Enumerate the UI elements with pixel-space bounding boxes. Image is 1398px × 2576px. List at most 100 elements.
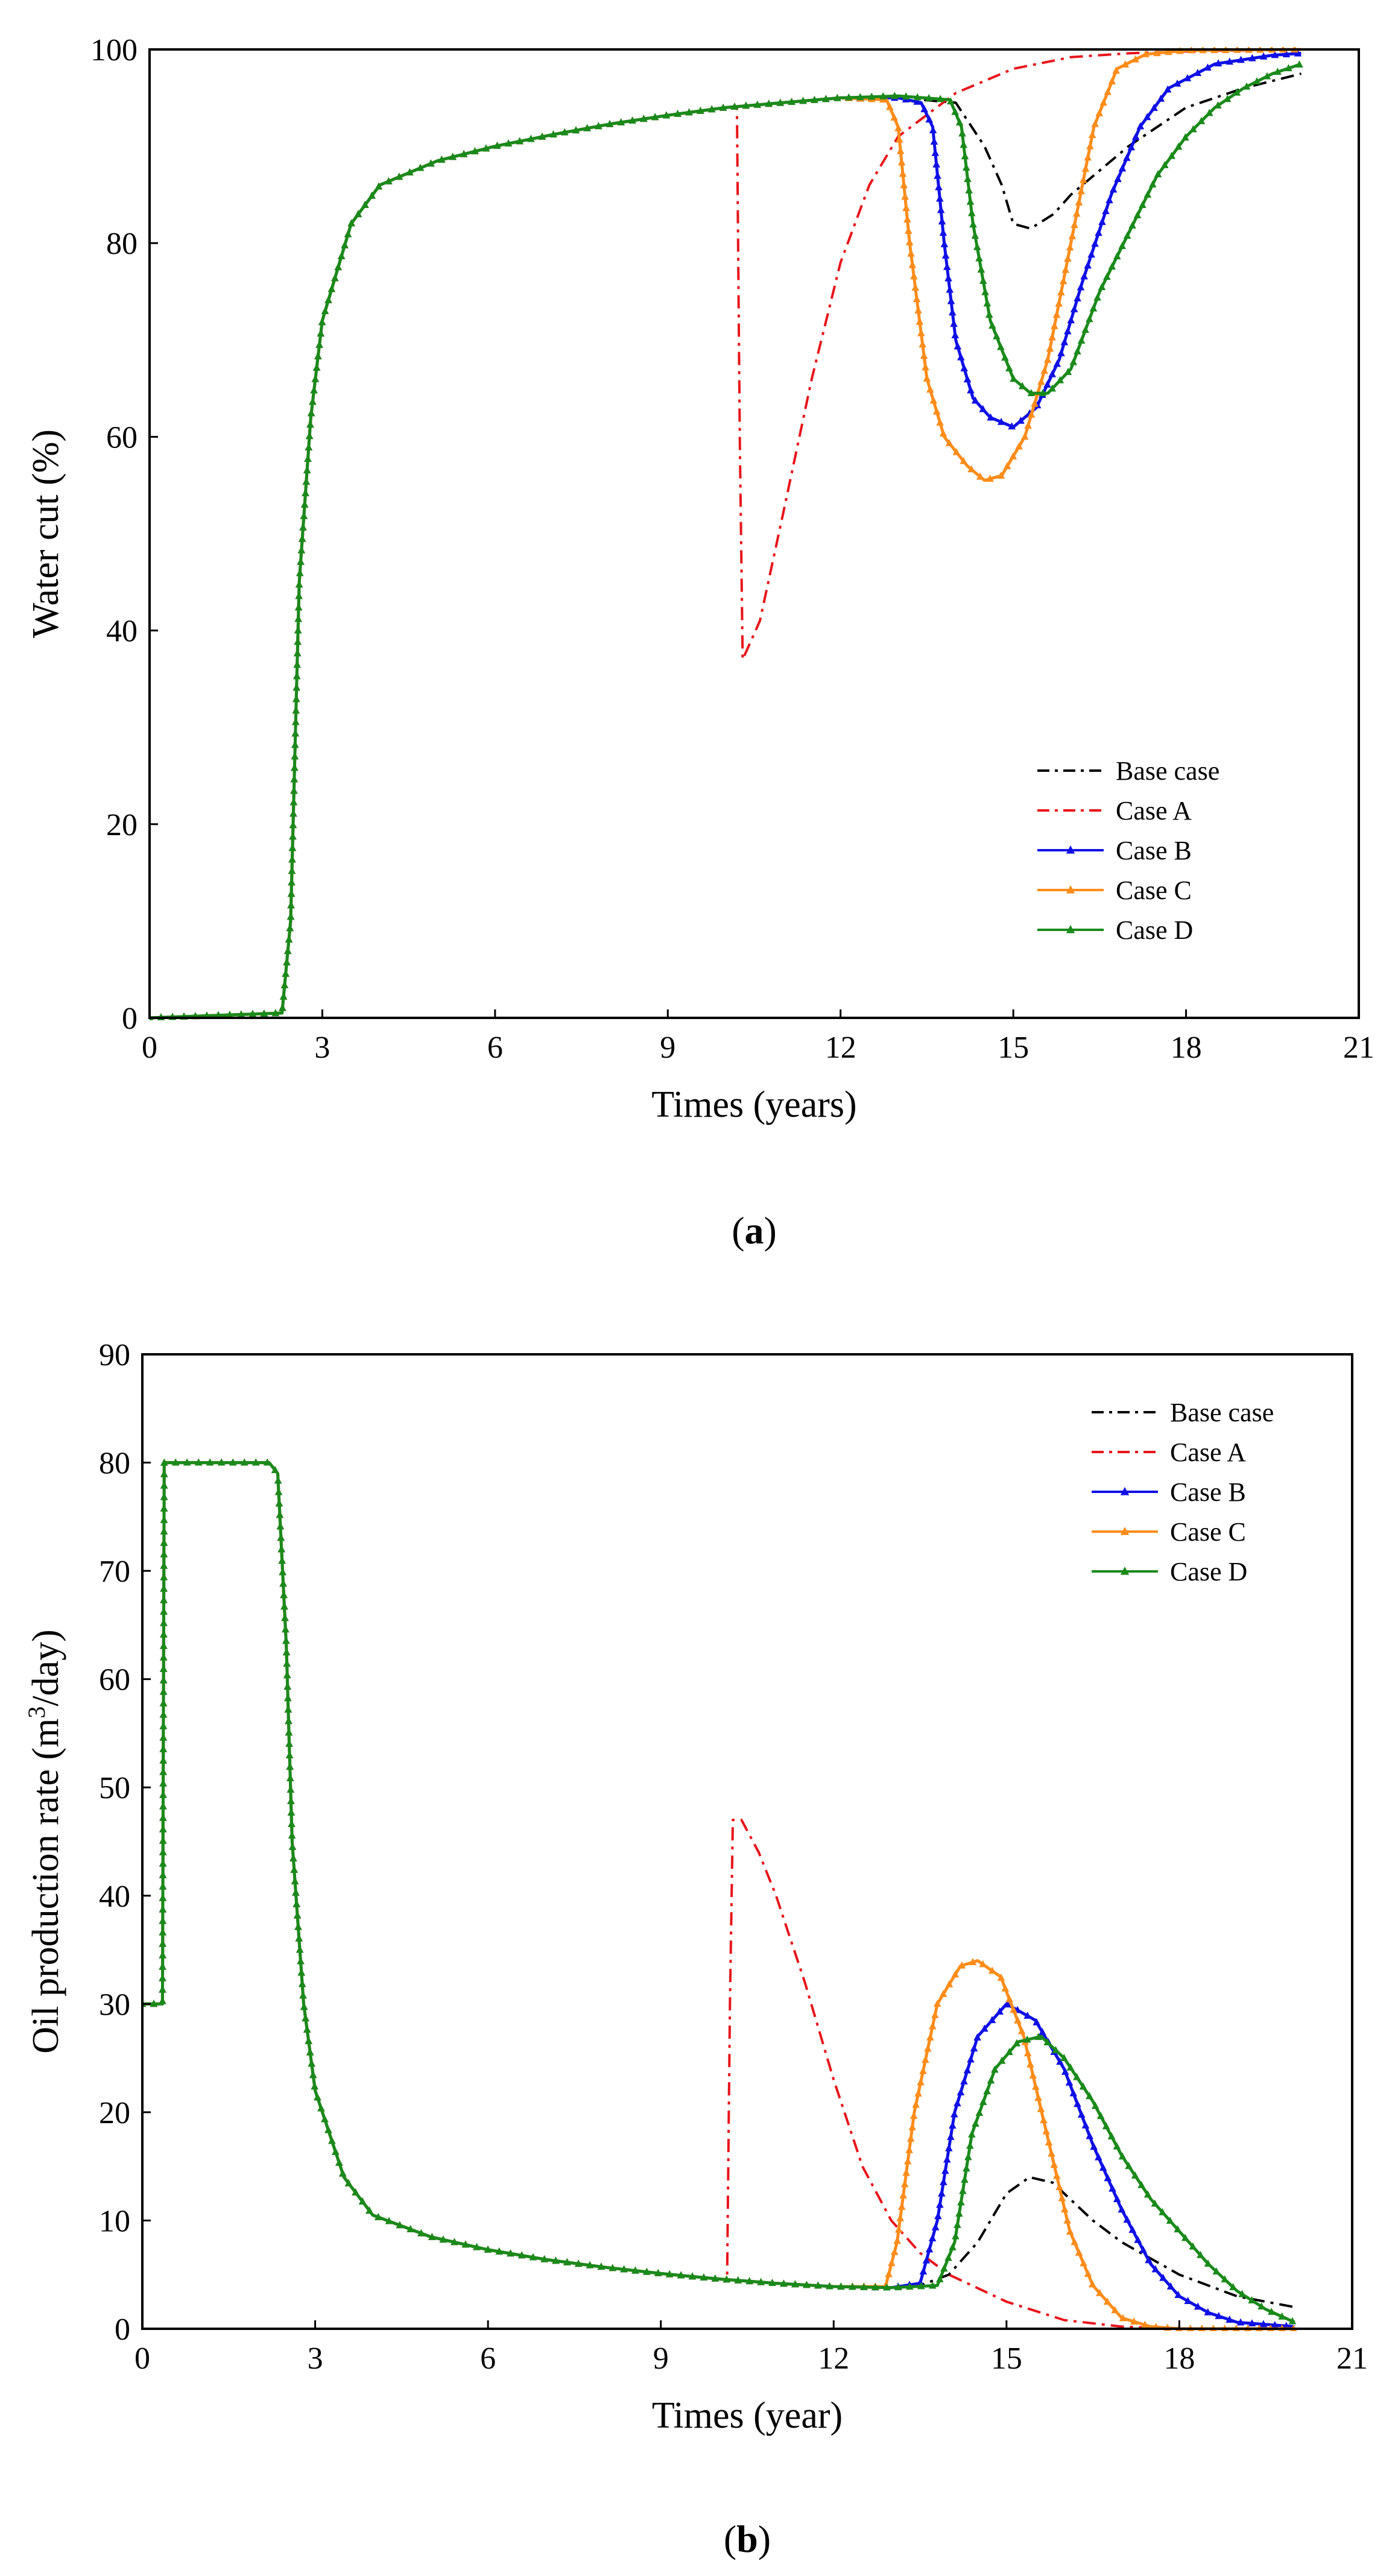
data-point-marker-b-2 xyxy=(1151,2265,1160,2273)
data-point-marker-b-4 xyxy=(160,1561,168,1569)
data-point-marker-b-3 xyxy=(997,1974,1005,1981)
data-point-marker-a-3 xyxy=(890,113,898,121)
data-point-marker-b-4 xyxy=(871,2283,879,2291)
data-point-marker-b-4 xyxy=(276,1511,284,1518)
data-point-marker-a-4 xyxy=(1077,336,1086,344)
data-point-marker-b-4 xyxy=(940,2264,948,2272)
data-point-marker-b-2 xyxy=(945,2144,953,2151)
y-tick-label-b-5: 50 xyxy=(99,1771,130,1805)
data-point-marker-a-2 xyxy=(967,386,975,394)
data-point-marker-b-4 xyxy=(286,1774,294,1782)
data-point-marker-b-3 xyxy=(958,1961,966,1969)
data-point-marker-a-4 xyxy=(1263,72,1271,80)
data-point-marker-a-2 xyxy=(935,183,943,191)
data-point-marker-a-4 xyxy=(493,141,501,149)
data-point-marker-b-4 xyxy=(814,2281,822,2289)
data-point-marker-b-4 xyxy=(803,2281,811,2288)
data-point-marker-b-4 xyxy=(160,1618,168,1626)
data-point-marker-b-4 xyxy=(837,2282,845,2290)
data-point-marker-b-4 xyxy=(283,1682,292,1690)
y-tick-label-a-2: 40 xyxy=(106,614,138,649)
data-point-marker-b-4 xyxy=(1174,2225,1181,2233)
data-point-marker-a-3 xyxy=(900,181,908,189)
data-point-marker-a-3 xyxy=(1046,344,1054,352)
x-tick-label-a-1: 3 xyxy=(314,1031,330,1065)
data-point-marker-a-4 xyxy=(1001,353,1009,361)
data-point-marker-a-3 xyxy=(914,306,922,314)
data-point-marker-b-4 xyxy=(375,2212,382,2220)
data-point-marker-a-4 xyxy=(983,299,992,307)
data-point-marker-a-4 xyxy=(375,182,383,190)
data-point-marker-a-4 xyxy=(811,95,818,103)
data-point-marker-a-2 xyxy=(913,97,921,105)
data-point-marker-a-2 xyxy=(1109,185,1118,193)
data-point-marker-b-4 xyxy=(954,2221,961,2228)
data-point-marker-a-4 xyxy=(311,374,320,382)
data-point-marker-b-4 xyxy=(609,2264,617,2271)
data-point-marker-b-4 xyxy=(280,1602,288,1610)
data-point-marker-a-4 xyxy=(283,947,292,955)
data-point-marker-b-3 xyxy=(899,2191,907,2199)
data-point-marker-b-2 xyxy=(1086,2132,1094,2139)
data-point-marker-a-4 xyxy=(288,878,296,886)
data-point-marker-a-3 xyxy=(1031,399,1039,407)
panel-label-a-close: ) xyxy=(764,1209,777,1252)
data-point-marker-a-4 xyxy=(799,96,807,104)
data-point-marker-a-4 xyxy=(977,265,985,273)
data-point-marker-a-4 xyxy=(327,285,336,292)
data-point-marker-b-2 xyxy=(936,2200,944,2208)
data-point-marker-a-4 xyxy=(788,98,795,105)
legend-label-a-1: Case A xyxy=(1116,796,1192,826)
data-point-marker-a-4 xyxy=(292,695,300,702)
data-point-marker-b-4 xyxy=(160,1481,168,1489)
data-point-marker-a-4 xyxy=(292,706,300,714)
data-point-marker-b-3 xyxy=(1040,2116,1048,2124)
data-point-marker-b-4 xyxy=(240,1458,248,1466)
data-point-marker-b-4 xyxy=(1212,2267,1221,2275)
data-point-marker-b-4 xyxy=(159,1733,168,1741)
data-point-marker-a-3 xyxy=(1121,60,1130,68)
data-point-marker-a-4 xyxy=(973,242,981,250)
data-point-marker-b-3 xyxy=(1017,2027,1026,2035)
data-point-marker-b-4 xyxy=(507,2249,514,2257)
data-point-marker-b-2 xyxy=(1109,2184,1116,2192)
data-point-marker-b-2 xyxy=(970,2044,978,2052)
data-point-marker-b-4 xyxy=(966,2141,974,2149)
data-point-marker-a-4 xyxy=(317,329,325,337)
data-point-marker-b-3 xyxy=(908,2123,916,2130)
data-point-marker-b-4 xyxy=(1137,2180,1145,2188)
y-tick-label-a-5: 100 xyxy=(90,33,138,68)
data-point-marker-a-2 xyxy=(1060,338,1069,346)
data-point-marker-b-4 xyxy=(1073,2072,1081,2080)
data-point-marker-b-4 xyxy=(1086,2092,1093,2100)
data-point-marker-b-4 xyxy=(160,1550,168,1558)
data-point-marker-a-4 xyxy=(913,93,922,101)
y-tick-label-b-8: 80 xyxy=(99,1447,130,1481)
data-point-marker-b-4 xyxy=(540,2255,548,2262)
data-point-marker-a-3 xyxy=(1072,209,1081,217)
series-line-a-case-c xyxy=(150,48,1302,1020)
data-point-marker-b-3 xyxy=(945,1980,954,1987)
data-point-marker-a-4 xyxy=(1285,64,1292,72)
data-point-marker-a-3 xyxy=(1091,119,1099,127)
data-point-marker-a-4 xyxy=(1093,293,1101,301)
data-point-marker-a-3 xyxy=(912,295,921,302)
data-point-marker-b-4 xyxy=(461,2240,470,2248)
data-point-marker-b-3 xyxy=(888,2259,896,2267)
data-point-marker-b-3 xyxy=(1071,2238,1078,2246)
y-tick-label-b-9: 90 xyxy=(99,1338,130,1372)
data-point-marker-b-3 xyxy=(1061,2205,1069,2212)
data-point-marker-a-4 xyxy=(845,93,853,101)
data-point-marker-a-4 xyxy=(1089,304,1098,312)
data-point-marker-b-4 xyxy=(484,2245,492,2253)
data-point-marker-a-3 xyxy=(904,226,912,234)
data-point-marker-b-4 xyxy=(906,2282,914,2290)
data-point-marker-b-4 xyxy=(473,2243,481,2250)
data-point-marker-a-4 xyxy=(289,809,297,817)
data-point-marker-b-3 xyxy=(919,2066,927,2074)
data-point-marker-b-3 xyxy=(890,2247,899,2255)
data-point-marker-a-2 xyxy=(1017,416,1025,424)
data-point-marker-b-3 xyxy=(1141,2320,1149,2328)
x-tick-label-a-5: 15 xyxy=(998,1031,1029,1065)
